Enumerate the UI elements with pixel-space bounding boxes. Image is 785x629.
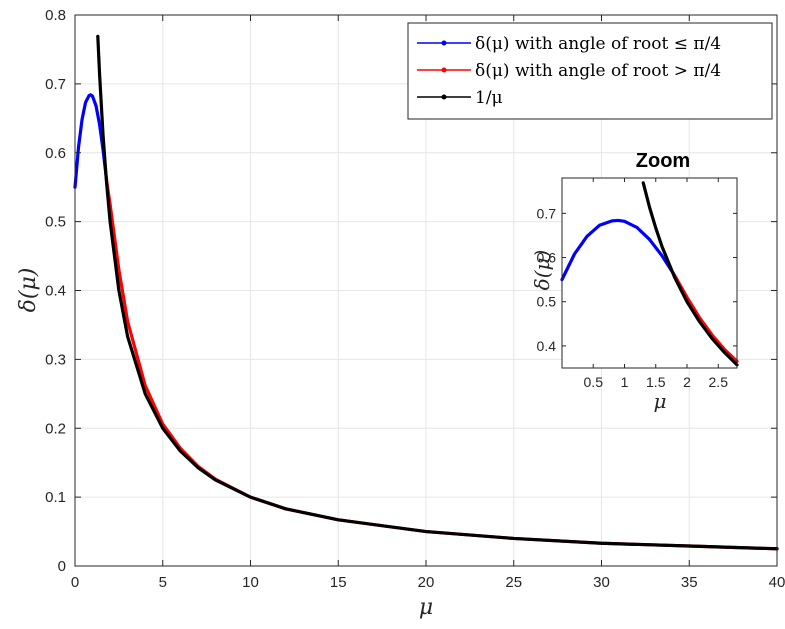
main-point-1 xyxy=(108,220,112,224)
legend-marker-black xyxy=(441,94,447,100)
zoom-x-tick-label: 2.5 xyxy=(709,374,729,390)
zoom-x-tick-label: 0.5 xyxy=(584,374,604,390)
main-x-tick-label: 30 xyxy=(593,574,610,591)
main-point-1 xyxy=(98,72,101,76)
zoom-y-tick-label: 0.4 xyxy=(537,338,557,354)
legend-marker-red xyxy=(441,67,447,73)
main-point-with-angle-of-root-4 xyxy=(94,104,98,108)
main-y-axis-label: δ(μ) xyxy=(16,268,41,313)
main-point-1 xyxy=(126,335,130,339)
main-point-1 xyxy=(96,34,100,38)
zoom-axes-box xyxy=(561,177,738,369)
main-point-with-angle-of-root-4 xyxy=(126,320,130,323)
legend-label-red: δ(μ) with angle of root > π/4 xyxy=(475,61,721,81)
zoom-line-with-angle-of-root-4 xyxy=(560,218,677,282)
main-point-1 xyxy=(512,537,516,540)
main-x-tick-label: 15 xyxy=(330,574,347,591)
main-point-1 xyxy=(687,544,691,548)
main-point-with-angle-of-root-4 xyxy=(77,145,80,149)
main-point-1 xyxy=(336,518,340,522)
zoom-y-tick-label: 0.6 xyxy=(537,250,557,266)
zoom-x-tick-label: 1 xyxy=(621,374,629,390)
main-point-1 xyxy=(101,134,105,137)
main-point-1 xyxy=(105,181,108,185)
zoom-series-lines xyxy=(560,181,739,367)
legend-item-red: δ(μ) with angle of root > π/4 xyxy=(417,61,721,81)
zoom-x-axis-label: μ xyxy=(654,389,667,413)
main-y-tick-label: 0.3 xyxy=(45,351,66,368)
zoom-inset: Zoom 0.5 1 1.5 2 2.5 0.4 0.5 0.6 0.7 μ δ(μ) xyxy=(530,150,739,413)
main-y-tick-label: 0.2 xyxy=(45,420,66,437)
main-y-tick-label: 0.8 xyxy=(45,7,66,24)
main-point-with-angle-of-root-4 xyxy=(117,268,121,272)
main-y-tick-label: 0.7 xyxy=(45,76,66,93)
main-point-1 xyxy=(178,449,182,453)
main-y-tick-label: 0.5 xyxy=(45,214,66,231)
main-y-tick-label: 0.1 xyxy=(45,489,66,506)
main-point-with-angle-of-root-4 xyxy=(98,123,101,126)
zoom-x-ticks: 0.5 1 1.5 2 2.5 xyxy=(584,178,729,390)
legend-label-blue: δ(μ) with angle of root ≤ π/4 xyxy=(475,34,721,54)
main-x-ticks: 0 5 10 15 20 25 30 35 40 xyxy=(71,15,785,591)
main-point-with-angle-of-root-4 xyxy=(91,94,94,98)
zoom-x-tick-label: 2 xyxy=(683,374,691,390)
zoom-series-1 xyxy=(641,181,739,367)
main-point-1 xyxy=(284,507,287,511)
main-x-tick-label: 40 xyxy=(769,574,785,591)
legend-label-black: 1/μ xyxy=(475,88,503,108)
main-point-1 xyxy=(600,541,603,545)
zoom-y-tick-label: 0.7 xyxy=(537,205,557,221)
main-point-1 xyxy=(249,495,252,499)
main-point-1 xyxy=(143,392,147,396)
legend-item-black: 1/μ xyxy=(417,88,503,108)
legend-marker-blue xyxy=(441,40,447,46)
main-y-tick-label: 0.4 xyxy=(45,283,66,300)
main-x-tick-label: 0 xyxy=(71,574,79,591)
main-y-tick-label: 0 xyxy=(58,558,66,575)
main-series-1 xyxy=(96,34,779,551)
main-x-tick-label: 10 xyxy=(242,574,259,591)
legend-box xyxy=(407,22,773,120)
zoom-inset-title: Zoom xyxy=(636,150,690,172)
main-point-with-angle-of-root-4 xyxy=(80,118,84,122)
zoom-x-tick-label: 1.5 xyxy=(646,374,666,390)
main-y-ticks: 0 0.1 0.2 0.3 0.4 0.5 0.6 0.7 0.8 xyxy=(45,7,777,575)
main-series-lines xyxy=(73,34,779,551)
main-point-1 xyxy=(161,426,165,430)
main-x-tick-label: 25 xyxy=(505,574,522,591)
main-x-tick-label: 20 xyxy=(418,574,435,591)
main-y-tick-label: 0.6 xyxy=(45,145,66,162)
zoom-y-ticks: 0.4 0.5 0.6 0.7 xyxy=(537,205,737,354)
zoom-y-tick-label: 0.5 xyxy=(537,294,557,310)
main-x-tick-label: 5 xyxy=(159,574,167,591)
zoom-series-with-angle-of-root-4 xyxy=(560,218,677,282)
main-line-1 xyxy=(96,34,779,551)
main-x-axis-label: μ xyxy=(419,595,433,620)
main-point-1 xyxy=(117,289,121,292)
legend: δ(μ) with angle of root ≤ π/4 δ(μ) with … xyxy=(407,22,773,120)
zoom-y-axis-label: δ(μ) xyxy=(530,250,554,291)
legend-item-blue: δ(μ) with angle of root ≤ π/4 xyxy=(417,34,721,54)
main-point-with-angle-of-root-4 xyxy=(84,101,87,104)
main-point-1 xyxy=(214,478,217,482)
main-point-1 xyxy=(196,466,200,469)
zoom-line-1 xyxy=(641,181,739,367)
zoom-line-with-angle-of-root-4 xyxy=(672,273,739,363)
main-x-tick-label: 35 xyxy=(681,574,698,591)
zoom-series-with-angle-of-root-4 xyxy=(672,273,739,363)
main-point-1 xyxy=(424,530,428,533)
